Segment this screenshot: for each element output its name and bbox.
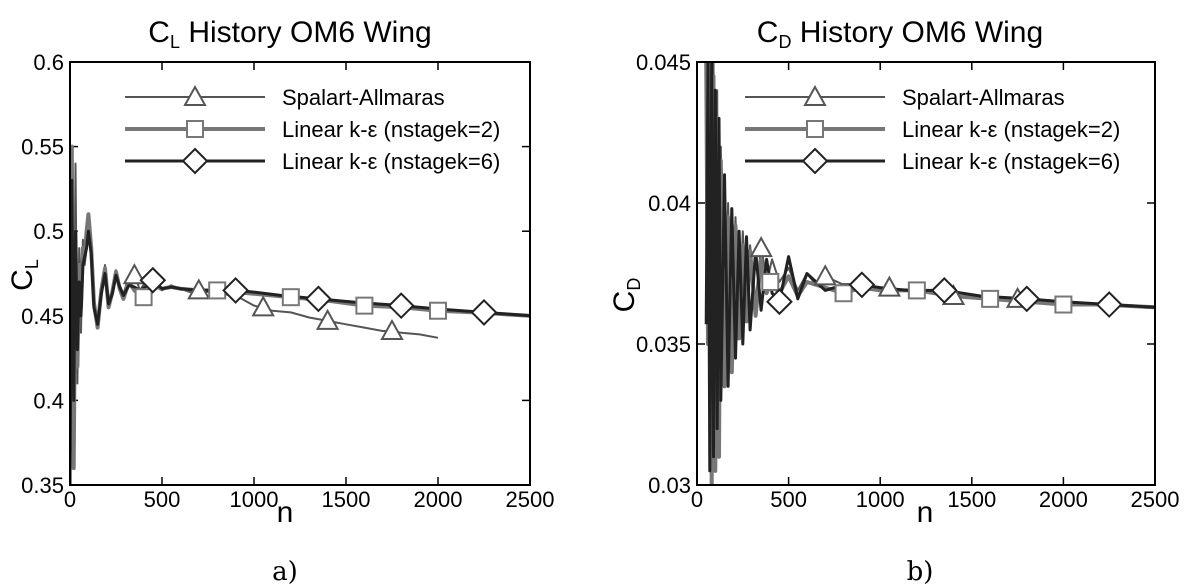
- data-point-diamond: [387, 292, 415, 320]
- legend-label: Linear k-ε (nstagek=2): [282, 117, 500, 142]
- series-line-square: [70, 144, 530, 471]
- data-point-triangle: [187, 278, 211, 300]
- y-tick-label: 0.04: [648, 191, 691, 216]
- panel-caption: b): [907, 557, 934, 587]
- panel-a-ticks: 0 500 1000 1500 2000 2500 0.35 0.4 0.45 0.5 0.55 0.…: [21, 50, 554, 512]
- data-point-diamond: [766, 288, 793, 316]
- legend: Spalart-Allmaras Linear k-ε (nstagek=2) Li…: [745, 84, 1120, 175]
- data-point-triangle: [122, 263, 147, 285]
- data-point-triangle: [749, 236, 773, 258]
- legend-marker-diamond: [801, 147, 829, 175]
- legend-label: Linear k-ε (nstagek=2): [902, 117, 1120, 142]
- x-tick-label: 1000: [856, 487, 905, 512]
- y-tick-label: 0.6: [33, 50, 64, 75]
- legend-label: Linear k-ε (nstagek=6): [902, 149, 1120, 174]
- data-point-triangle: [251, 295, 275, 317]
- y-tick-label: 0.03: [648, 473, 691, 498]
- legend-marker-triangle: [803, 84, 827, 106]
- chart-title: CD History OM6 Wing: [757, 16, 1043, 52]
- panel-b-markers: [749, 236, 1123, 318]
- legend-label: Spalart-Allmaras: [282, 85, 445, 110]
- legend: Spalart-Allmaras Linear k-ε (nstagek=2) Li…: [125, 84, 500, 175]
- data-point-triangle: [315, 308, 340, 330]
- x-tick-label: 2500: [506, 487, 555, 512]
- data-point-square: [134, 288, 153, 307]
- x-tick-label: 0: [64, 487, 76, 512]
- y-axis-label: CD: [608, 278, 644, 313]
- x-tick-label: 500: [770, 487, 807, 512]
- x-tick-label: 0: [691, 487, 703, 512]
- y-tick-label: 0.45: [21, 304, 64, 329]
- data-point-diamond: [930, 277, 958, 304]
- legend-label: Spalart-Allmaras: [902, 85, 1065, 110]
- y-tick-label: 0.035: [636, 332, 691, 357]
- y-axis-label: CL: [6, 259, 42, 291]
- x-tick-label: 2000: [1039, 487, 1088, 512]
- data-point-diamond: [848, 271, 876, 299]
- data-point-triangle: [380, 318, 404, 341]
- x-tick-label: 500: [144, 487, 181, 512]
- data-point-diamond: [1095, 291, 1123, 318]
- data-point-square: [1054, 295, 1073, 314]
- x-tick-label: 2000: [414, 487, 463, 512]
- x-tick-label: 1000: [230, 487, 279, 512]
- y-tick-label: 0.045: [636, 50, 691, 75]
- x-axis-label: n: [917, 496, 934, 529]
- x-axis-label: n: [277, 496, 294, 529]
- y-tick-label: 0.4: [33, 388, 64, 413]
- data-point-diamond: [1013, 285, 1041, 313]
- panel-b: CD History OM6 Wing n CD b) 0 500 1000 1500…: [608, 16, 1179, 587]
- chart-title: CL History OM6 Wing: [148, 16, 431, 52]
- data-point-square: [834, 284, 853, 303]
- data-point-triangle: [877, 275, 902, 297]
- x-tick-label: 1500: [322, 487, 371, 512]
- x-tick-label: 2500: [1131, 487, 1180, 512]
- x-tick-label: 1500: [947, 487, 996, 512]
- legend-marker-square: [806, 120, 824, 138]
- panel-b-titles: CD History OM6 Wing n CD b): [608, 16, 1043, 587]
- legend-marker-square: [186, 120, 204, 138]
- data-point-square: [429, 301, 447, 320]
- y-tick-label: 0.5: [33, 219, 64, 244]
- panel-a-titles: CL History OM6 Wing n CL a): [6, 16, 432, 587]
- legend-marker-diamond: [181, 147, 209, 175]
- data-point-square: [761, 272, 780, 291]
- panel-caption: a): [272, 557, 298, 587]
- y-tick-label: 0.55: [21, 135, 64, 160]
- plot-frame: [69, 61, 531, 486]
- panel-a-series: [70, 144, 530, 485]
- plot-frame: [696, 61, 1156, 486]
- data-point-square: [981, 289, 1000, 308]
- data-point-diamond: [304, 285, 332, 313]
- data-point-square: [907, 281, 926, 300]
- panel-a: CL History OM6 Wing n CL a) 0 500 1000 1500…: [6, 16, 554, 587]
- y-tick-label: 0.35: [21, 473, 64, 498]
- data-point-triangle: [813, 264, 837, 286]
- data-point-diamond: [139, 266, 167, 294]
- legend-marker-triangle: [183, 84, 207, 106]
- data-point-square: [281, 288, 300, 307]
- legend-label: Linear k-ε (nstagek=6): [282, 149, 500, 174]
- data-point-diamond: [470, 299, 498, 326]
- series-line-diamond: [70, 178, 530, 485]
- data-point-square: [355, 296, 374, 315]
- data-point-diamond: [222, 277, 250, 304]
- panel-a-markers: [122, 263, 498, 341]
